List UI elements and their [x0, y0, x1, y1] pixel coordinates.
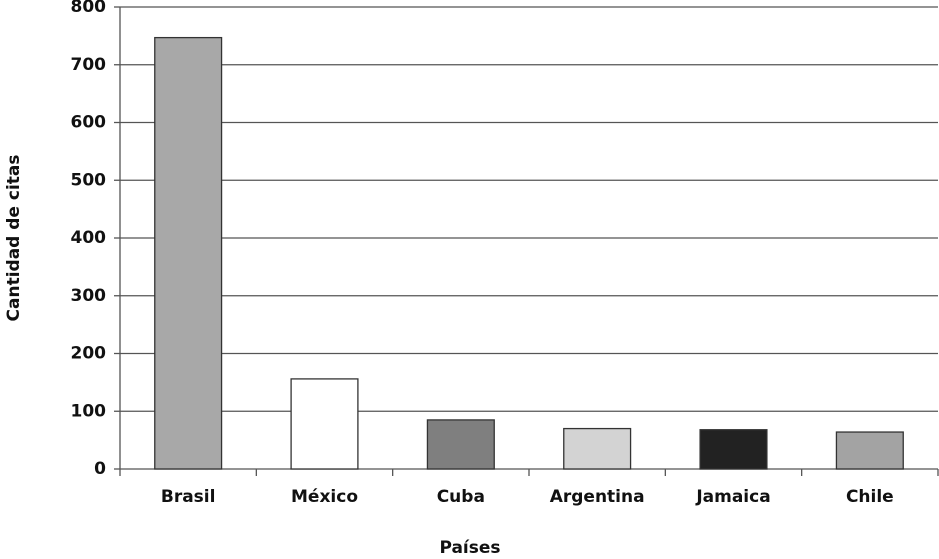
bar [426, 419, 495, 470]
bar [835, 431, 904, 470]
bar [563, 427, 632, 470]
x-tick-label: Brasil [161, 487, 216, 507]
y-axis-title: Cantidad de citas [4, 155, 24, 322]
y-tick-label: 0 [94, 459, 106, 479]
bar [290, 378, 359, 470]
x-tick-label: México [291, 487, 358, 507]
bar [154, 36, 223, 470]
x-tick-label: Jamaica [695, 487, 770, 507]
y-tick-label: 400 [71, 228, 107, 248]
y-tick-label: 800 [71, 0, 107, 17]
x-tick-label: Chile [846, 487, 894, 507]
x-tick-label: Argentina [550, 487, 645, 507]
y-tick-label: 200 [71, 344, 107, 364]
bar [699, 429, 768, 470]
y-tick-label: 500 [71, 170, 107, 190]
y-tick-label: 300 [71, 286, 107, 306]
y-tick-label: 700 [71, 55, 107, 75]
x-tick-label: Cuba [437, 487, 485, 507]
y-tick-label: 600 [71, 113, 107, 133]
x-axis-title: Países [439, 538, 500, 558]
y-tick-label: 100 [71, 401, 107, 421]
